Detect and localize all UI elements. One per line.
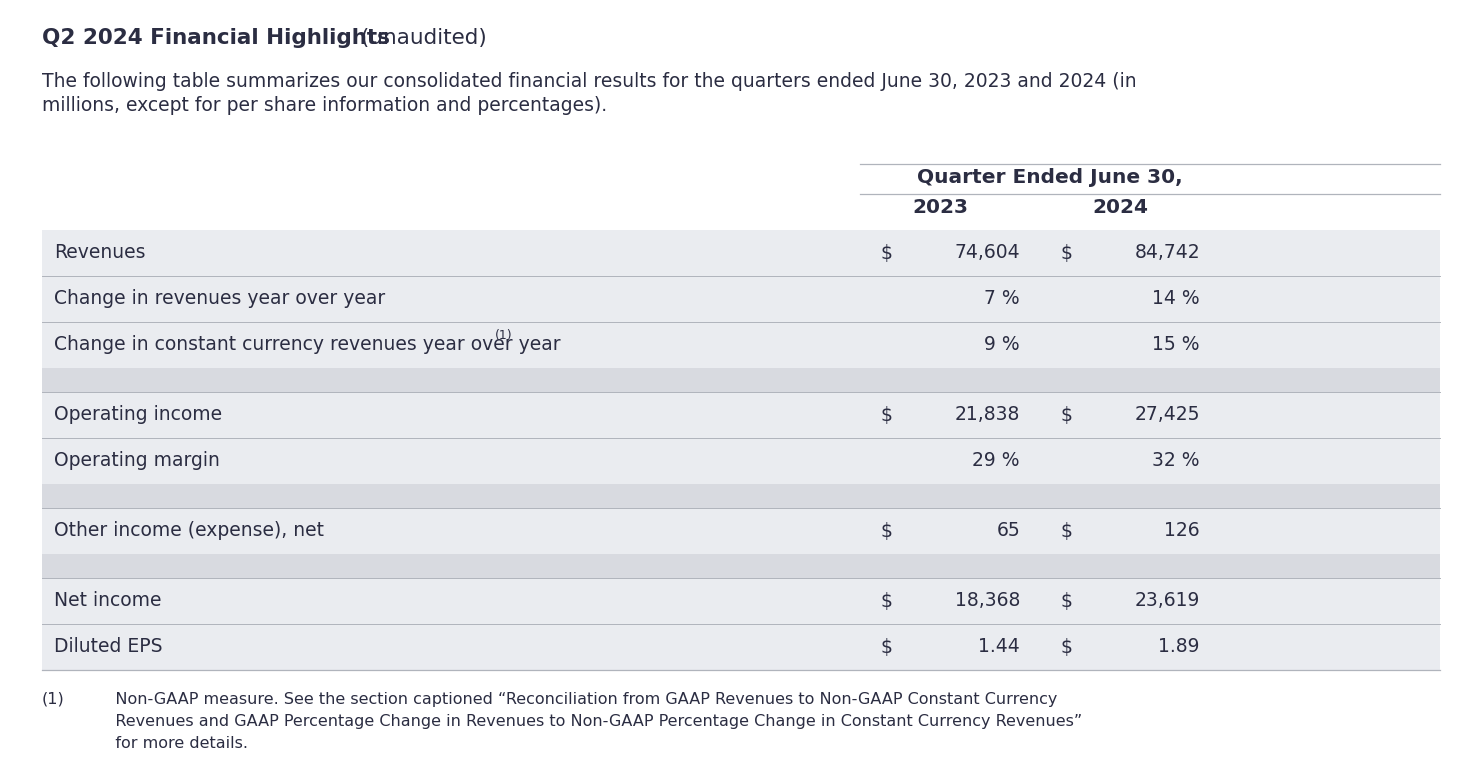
- Text: 18,368: 18,368: [955, 591, 1020, 611]
- Bar: [41, 554, 1440, 578]
- Bar: [41, 230, 1440, 276]
- Text: Revenues: Revenues: [55, 243, 145, 263]
- Text: $: $: [879, 591, 891, 611]
- Text: Diluted EPS: Diluted EPS: [55, 637, 163, 657]
- Text: 23,619: 23,619: [1135, 591, 1200, 611]
- Text: $: $: [1060, 522, 1072, 540]
- Bar: [41, 578, 1440, 624]
- Bar: [41, 508, 1440, 554]
- Text: Revenues and GAAP Percentage Change in Revenues to Non-GAAP Percentage Change in: Revenues and GAAP Percentage Change in R…: [101, 714, 1082, 729]
- Text: 21,838: 21,838: [955, 406, 1020, 425]
- Text: 1.44: 1.44: [978, 637, 1020, 657]
- Bar: [41, 392, 1440, 438]
- Text: Operating income: Operating income: [55, 406, 222, 425]
- Bar: [41, 276, 1440, 322]
- Text: $: $: [1060, 591, 1072, 611]
- Bar: [41, 438, 1440, 484]
- Text: 15 %: 15 %: [1153, 335, 1200, 354]
- Text: $: $: [1060, 406, 1072, 425]
- Text: Q2 2024 Financial Highlights: Q2 2024 Financial Highlights: [41, 28, 390, 48]
- Text: $: $: [1060, 243, 1072, 263]
- Text: Net income: Net income: [55, 591, 161, 611]
- Text: (1): (1): [41, 692, 65, 707]
- Bar: [41, 624, 1440, 670]
- Text: 2023: 2023: [912, 198, 968, 217]
- Text: 126: 126: [1165, 522, 1200, 540]
- Text: Other income (expense), net: Other income (expense), net: [55, 522, 324, 540]
- Text: 74,604: 74,604: [955, 243, 1020, 263]
- Text: Quarter Ended June 30,: Quarter Ended June 30,: [918, 168, 1182, 187]
- Text: 1.89: 1.89: [1159, 637, 1200, 657]
- Text: Operating margin: Operating margin: [55, 451, 220, 471]
- Text: Change in revenues year over year: Change in revenues year over year: [55, 289, 386, 309]
- Text: 9 %: 9 %: [984, 335, 1020, 354]
- Text: 2024: 2024: [1092, 198, 1148, 217]
- Text: $: $: [879, 637, 891, 657]
- Bar: [41, 484, 1440, 508]
- Text: (1): (1): [495, 328, 513, 342]
- Text: 84,742: 84,742: [1135, 243, 1200, 263]
- Text: 65: 65: [996, 522, 1020, 540]
- Text: $: $: [879, 406, 891, 425]
- Bar: [41, 322, 1440, 368]
- Text: millions, except for per share information and percentages).: millions, except for per share informati…: [41, 96, 607, 115]
- Bar: [41, 368, 1440, 392]
- Text: The following table summarizes our consolidated financial results for the quarte: The following table summarizes our conso…: [41, 72, 1137, 91]
- Text: 7 %: 7 %: [984, 289, 1020, 309]
- Text: 32 %: 32 %: [1153, 451, 1200, 471]
- Text: $: $: [879, 243, 891, 263]
- Text: 27,425: 27,425: [1135, 406, 1200, 425]
- Text: $: $: [1060, 637, 1072, 657]
- Text: Non-GAAP measure. See the section captioned “Reconciliation from GAAP Revenues t: Non-GAAP measure. See the section captio…: [101, 692, 1057, 707]
- Text: for more details.: for more details.: [101, 736, 248, 751]
- Text: (unaudited): (unaudited): [355, 28, 488, 48]
- Text: 29 %: 29 %: [973, 451, 1020, 471]
- Text: $: $: [879, 522, 891, 540]
- Text: 14 %: 14 %: [1153, 289, 1200, 309]
- Text: Change in constant currency revenues year over year: Change in constant currency revenues yea…: [55, 335, 560, 354]
